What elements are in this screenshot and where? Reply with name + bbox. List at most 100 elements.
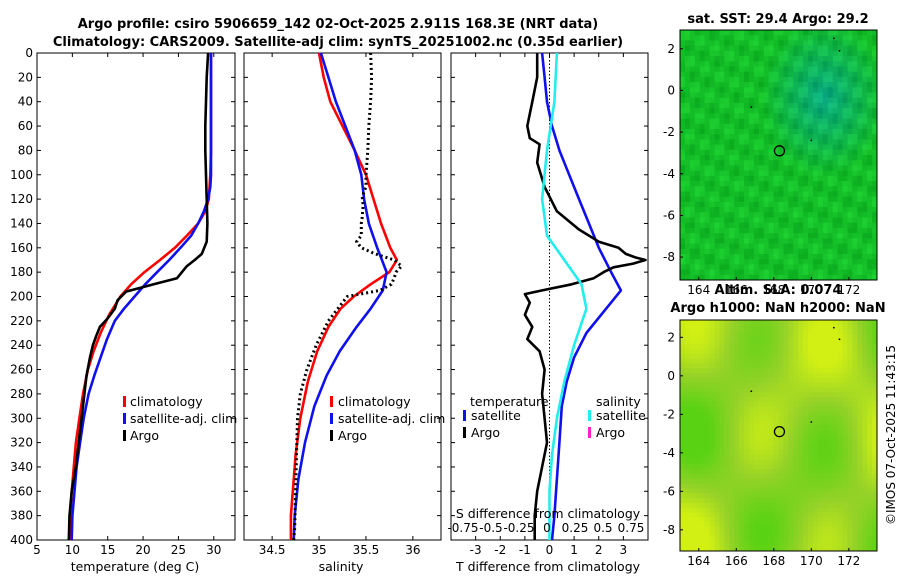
map-cell [798, 377, 804, 383]
s-difference-tick-label: 0.25 [562, 521, 589, 535]
map-cell [719, 87, 725, 93]
map-cell [684, 181, 691, 187]
map-cell [798, 50, 804, 57]
map-cell [822, 454, 829, 460]
map-cell [842, 201, 848, 208]
map-cell [684, 56, 691, 62]
map-cell [689, 526, 696, 533]
sst-map-title: sat. SST: 29.4 Argo: 29.2 [687, 12, 868, 27]
map-cell [714, 144, 720, 151]
map-cell [852, 87, 858, 93]
map-cell [689, 474, 696, 480]
map-cell [788, 372, 794, 379]
map-cell [822, 536, 829, 542]
map-cell [729, 87, 735, 93]
map-cell [872, 50, 878, 57]
map-cell [753, 324, 760, 331]
map-cell [817, 512, 824, 518]
map-cell [748, 440, 755, 446]
map-cell [758, 233, 765, 239]
map-cell [768, 186, 774, 192]
map-cell [694, 155, 701, 161]
y-tick-label: 280 [10, 387, 33, 401]
map-cell [680, 502, 686, 509]
map-cell [684, 233, 691, 239]
map-cell [857, 160, 863, 166]
map-cell [812, 40, 819, 47]
map-cell [768, 269, 774, 276]
map-cell [724, 243, 730, 250]
map-cell [827, 531, 834, 537]
map-cell [817, 459, 824, 465]
map-cell [758, 469, 765, 475]
map-cell [812, 87, 819, 93]
map-cell [832, 449, 838, 456]
map-cell [837, 227, 843, 234]
map-cell [709, 469, 715, 475]
map-cell [788, 411, 794, 417]
map-cell [812, 478, 819, 485]
map-cell [817, 128, 824, 135]
map-cell [724, 382, 730, 388]
map-cell [758, 191, 765, 198]
map-cell [872, 416, 878, 422]
map-cell [798, 134, 804, 140]
map-cell [753, 108, 760, 114]
map-cell [867, 66, 873, 73]
map-cell [778, 102, 784, 109]
map-cell [680, 435, 686, 441]
map-cell [793, 430, 799, 436]
map-cell [680, 358, 686, 364]
map-cell [783, 425, 789, 432]
map-cell [827, 134, 834, 140]
map-cell [680, 40, 686, 47]
map-cell [872, 334, 878, 340]
map-cell [847, 259, 853, 265]
legend-satellite-swatch [330, 413, 333, 424]
map-cell [783, 493, 789, 499]
map-cell [793, 274, 799, 281]
map-cell [748, 45, 755, 52]
map-cell [778, 368, 784, 374]
map-cell [734, 334, 740, 340]
map-cell [803, 144, 809, 151]
map-cell [739, 541, 745, 547]
map-cell [768, 155, 774, 161]
map-cell [827, 175, 834, 182]
map-cell [812, 196, 819, 203]
map-cell [680, 363, 686, 369]
map-cell [778, 440, 784, 446]
map-cell [729, 392, 735, 398]
map-cell [808, 113, 814, 119]
map-cell [872, 526, 878, 533]
map-cell [709, 82, 715, 88]
map-cell [788, 165, 794, 172]
map-cell [680, 196, 686, 203]
map-cell [817, 498, 824, 504]
map-cell [734, 134, 740, 140]
map-cell [704, 406, 710, 412]
map-cell [852, 71, 858, 78]
map-cell [817, 522, 824, 528]
map-cell [788, 134, 794, 140]
map-cell [739, 445, 745, 451]
map-cell [847, 269, 853, 276]
map-cell [744, 377, 750, 383]
map-cell [719, 372, 725, 379]
map-cell [798, 339, 804, 345]
difference-xlabel: T difference from climatology [455, 559, 641, 574]
map-cell [704, 186, 710, 192]
map-cell [729, 498, 735, 504]
y-tick-label: 80 [18, 143, 33, 157]
map-cell [704, 397, 710, 403]
map-cell [862, 435, 868, 441]
map-cell [680, 536, 686, 542]
map-cell [808, 425, 814, 432]
map-cell [753, 401, 760, 408]
map-cell [803, 207, 809, 213]
map-cell [803, 339, 809, 345]
map-cell [704, 165, 710, 172]
map-cell [812, 526, 819, 533]
map-cell [778, 392, 784, 398]
map-cell [827, 522, 834, 528]
